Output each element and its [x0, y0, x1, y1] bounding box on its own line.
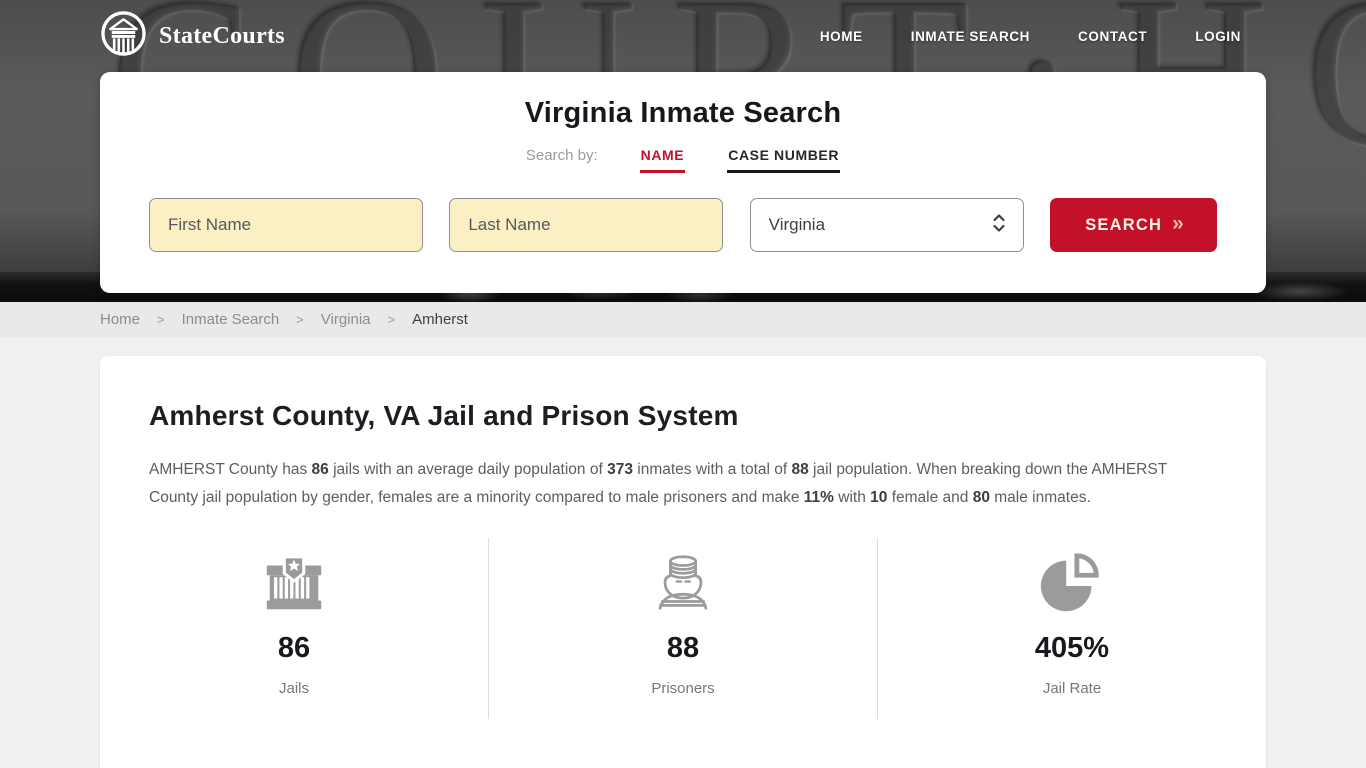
stat-jail-rate-value: 405% [1034, 632, 1110, 664]
county-summary-paragraph: AMHERST County has 86 jails with an aver… [149, 461, 1167, 506]
nav-item-contact[interactable]: CONTACT [1078, 28, 1148, 44]
stat-jails-label: Jails [278, 680, 309, 697]
stat-jails: 86 Jails [100, 538, 488, 719]
breadcrumb: Home > Inmate Search > Virginia > Amhers… [0, 302, 1366, 337]
courthouse-logo-icon [100, 10, 147, 62]
breadcrumb-amherst: Amherst [412, 311, 468, 328]
breadcrumb-virginia[interactable]: Virginia [320, 311, 371, 328]
chevron-right-icon: > [296, 312, 304, 327]
first-name-input[interactable] [149, 198, 423, 252]
page-title: Amherst County, VA Jail and Prison Syste… [149, 400, 739, 431]
double-chevron-icon: » [1172, 212, 1184, 235]
tab-name[interactable]: NAME [639, 147, 686, 173]
state-select-value: Virginia [768, 215, 826, 234]
top-navigation-bar: StateCourts HOME INMATE SEARCH CONTACT L… [0, 0, 1366, 72]
search-form: Virginia SEARCH » [100, 198, 1266, 252]
stat-jails-value: 86 [277, 632, 311, 664]
jail-building-icon [259, 548, 329, 620]
county-stats-row: 86 Jails 88 Prisoners [100, 538, 1266, 719]
brand-name: StateCourts [159, 22, 285, 49]
search-button[interactable]: SEARCH » [1049, 198, 1217, 252]
stat-prisoners-value: 88 [666, 632, 700, 664]
nav-item-inmate-search[interactable]: INMATE SEARCH [910, 28, 1031, 44]
female-percent: 11% [803, 489, 834, 506]
stat-prisoners: 88 Prisoners [488, 538, 878, 719]
nav-item-home[interactable]: HOME [819, 28, 863, 44]
female-count: 10 [870, 489, 888, 506]
breadcrumb-home[interactable]: Home [100, 311, 141, 328]
main-nav: HOME INMATE SEARCH CONTACT LOGIN [820, 29, 1241, 44]
chevron-right-icon: > [387, 312, 396, 327]
stat-prisoners-label: Prisoners [651, 680, 715, 697]
search-by-label: Search by: [525, 147, 598, 164]
jails-count: 86 [311, 461, 329, 478]
last-name-input[interactable] [449, 198, 724, 252]
inmate-search-panel: Virginia Inmate Search Search by: NAME C… [100, 72, 1266, 293]
select-stepper-icon [991, 212, 1007, 239]
search-button-label: SEARCH [1085, 215, 1163, 234]
brand-logo[interactable]: StateCourts [100, 10, 285, 62]
chevron-right-icon: > [157, 312, 165, 327]
state-select[interactable]: Virginia [749, 198, 1024, 252]
jail-population: 88 [791, 461, 809, 478]
daily-population: 373 [607, 461, 633, 478]
stat-jail-rate-label: Jail Rate [1042, 680, 1102, 697]
hero-section: COURT·HOUSE StateCourts HOME INMATE SEAR… [0, 0, 1366, 302]
nav-item-login[interactable]: LOGIN [1195, 28, 1241, 44]
male-count: 80 [972, 489, 990, 506]
county-content-card: Amherst County, VA Jail and Prison Syste… [100, 356, 1266, 768]
prisoner-icon [648, 548, 718, 620]
search-panel-title: Virginia Inmate Search [524, 97, 842, 129]
breadcrumb-inmate-search[interactable]: Inmate Search [181, 311, 280, 328]
tab-case-number[interactable]: CASE NUMBER [727, 147, 841, 173]
search-by-tabs: Search by: NAME CASE NUMBER [100, 147, 1266, 173]
stat-jail-rate: 405% Jail Rate [878, 538, 1266, 719]
pie-chart-icon [1037, 548, 1107, 620]
